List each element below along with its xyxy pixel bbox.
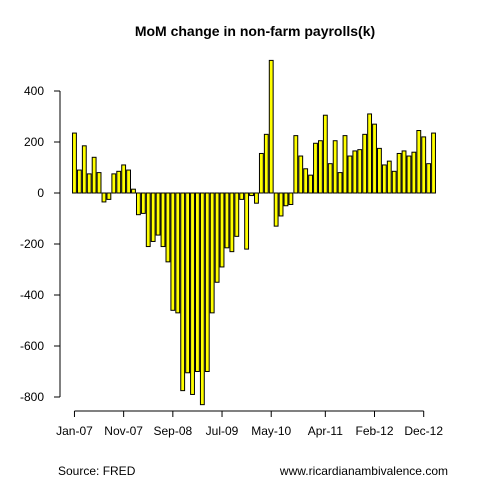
bar-16 bbox=[150, 192, 156, 242]
bar-6 bbox=[101, 192, 107, 203]
bar-38 bbox=[258, 152, 264, 194]
y-tick-label: -200 bbox=[20, 237, 44, 251]
bar-21 bbox=[175, 192, 181, 314]
bar-40 bbox=[268, 59, 274, 194]
y-tick-label: -800 bbox=[20, 390, 44, 404]
bar-72 bbox=[426, 163, 432, 194]
chart-title: MoM change in non-farm payrolls(k) bbox=[135, 23, 375, 39]
bar-54 bbox=[337, 172, 343, 194]
bar-73 bbox=[431, 132, 436, 194]
bar-5 bbox=[96, 172, 102, 194]
bar-14 bbox=[140, 192, 146, 214]
bar-22 bbox=[180, 192, 186, 392]
bar-51 bbox=[322, 114, 328, 194]
bar-1 bbox=[76, 169, 82, 194]
bar-30 bbox=[219, 192, 225, 268]
bar-19 bbox=[165, 192, 171, 263]
bar-39 bbox=[263, 133, 269, 194]
bar-65 bbox=[391, 170, 397, 194]
bar-25 bbox=[195, 192, 200, 372]
bar-66 bbox=[396, 152, 402, 194]
bar-67 bbox=[401, 150, 407, 194]
bar-15 bbox=[145, 192, 151, 248]
bar-26 bbox=[199, 192, 205, 406]
bar-62 bbox=[377, 147, 382, 194]
bars-group bbox=[72, 59, 436, 406]
bar-57 bbox=[352, 150, 358, 194]
bar-60 bbox=[367, 113, 373, 194]
bar-13 bbox=[135, 192, 141, 216]
x-axis: Jan-07 Nov-07 Sep-08 Jul-09 May-10 Apr-11 Feb-… bbox=[56, 410, 443, 438]
bar-18 bbox=[160, 192, 166, 248]
bar-41 bbox=[273, 192, 279, 227]
y-axis: -800 -600 -400 -200 0 200 400 bbox=[20, 84, 61, 404]
x-tick-label: Sep-08 bbox=[153, 424, 192, 438]
bar-20 bbox=[170, 192, 176, 311]
bar-59 bbox=[362, 133, 368, 194]
bar-44 bbox=[288, 192, 294, 205]
bar-10 bbox=[121, 164, 127, 194]
bar-24 bbox=[190, 192, 195, 395]
x-tick-label: Apr-11 bbox=[308, 424, 343, 438]
bar-34 bbox=[239, 192, 245, 200]
bar-33 bbox=[234, 192, 240, 237]
bar-35 bbox=[244, 192, 250, 250]
bar-42 bbox=[278, 192, 284, 217]
bar-46 bbox=[298, 155, 304, 194]
bar-56 bbox=[347, 155, 353, 194]
website-label: www.ricardianambivalence.com bbox=[279, 464, 448, 478]
bar-55 bbox=[342, 135, 348, 194]
bar-11 bbox=[126, 169, 131, 194]
bar-71 bbox=[421, 136, 427, 194]
bar-29 bbox=[214, 192, 220, 283]
x-tick-label: Feb-12 bbox=[355, 424, 393, 438]
bar-49 bbox=[313, 142, 318, 194]
bar-23 bbox=[185, 192, 191, 374]
bar-3 bbox=[86, 173, 92, 194]
bar-37 bbox=[254, 192, 259, 204]
y-tick-label: 400 bbox=[24, 84, 44, 98]
bar-63 bbox=[381, 164, 387, 194]
bar-32 bbox=[229, 192, 235, 253]
bar-28 bbox=[209, 192, 215, 314]
source-label: Source: FRED bbox=[58, 464, 136, 478]
bar-7 bbox=[106, 192, 112, 200]
bar-64 bbox=[386, 160, 392, 194]
bar-70 bbox=[416, 130, 422, 194]
bar-43 bbox=[283, 192, 289, 207]
bar-27 bbox=[204, 192, 210, 372]
bar-9 bbox=[116, 170, 122, 194]
bar-50 bbox=[317, 140, 323, 194]
bar-12 bbox=[131, 188, 136, 194]
y-tick-label: -400 bbox=[20, 288, 44, 302]
x-tick-label: Jul-09 bbox=[206, 424, 239, 438]
bar-31 bbox=[224, 192, 230, 249]
bar-48 bbox=[308, 174, 313, 194]
x-tick-label: Nov-07 bbox=[104, 424, 143, 438]
x-tick-label: Jan-07 bbox=[56, 424, 93, 438]
bar-47 bbox=[303, 168, 309, 194]
bar-61 bbox=[372, 123, 377, 194]
bar-36 bbox=[249, 192, 254, 197]
bar-68 bbox=[406, 155, 412, 194]
bar-2 bbox=[81, 145, 87, 194]
bar-17 bbox=[155, 192, 161, 236]
bar-69 bbox=[411, 151, 417, 194]
bar-58 bbox=[357, 149, 363, 194]
y-tick-label: 0 bbox=[37, 186, 44, 200]
x-tick-label: May-10 bbox=[251, 424, 291, 438]
y-tick-label: 200 bbox=[24, 135, 44, 149]
bar-53 bbox=[332, 140, 338, 194]
bar-4 bbox=[91, 156, 97, 194]
bar-8 bbox=[111, 173, 117, 194]
y-tick-label: -600 bbox=[20, 339, 44, 353]
x-tick-label: Dec-12 bbox=[404, 424, 443, 438]
bar-45 bbox=[293, 135, 299, 194]
bar-0 bbox=[72, 132, 77, 194]
bar-52 bbox=[327, 163, 333, 194]
